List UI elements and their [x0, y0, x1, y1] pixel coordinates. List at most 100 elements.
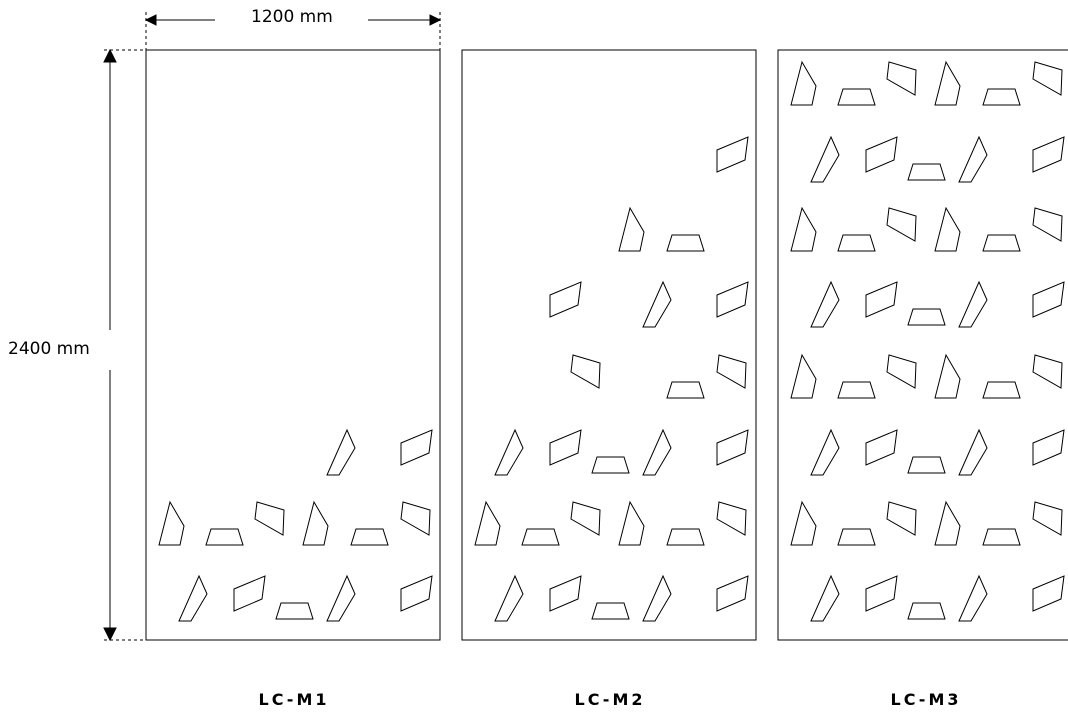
cutout-shape	[591, 602, 630, 620]
cutout-shape	[810, 280, 840, 328]
cutout-shape	[865, 136, 898, 173]
panel-2	[461, 49, 757, 641]
cutout-shape	[326, 574, 356, 622]
height-arrow-top	[103, 48, 117, 63]
cutout-shape	[549, 575, 582, 612]
cutout-shape	[326, 428, 356, 476]
panel-3	[777, 49, 1068, 641]
panel-outline-3	[777, 49, 1068, 641]
cutout-shape	[233, 575, 266, 612]
cutout-shape	[810, 574, 840, 622]
cutout-shape	[205, 528, 244, 546]
cutout-shape	[1032, 429, 1065, 466]
cutout-shape	[275, 602, 314, 620]
cutout-shape	[934, 206, 961, 252]
cutout-shape	[618, 206, 645, 252]
cutout-shape	[837, 88, 876, 106]
panel-outline-2	[461, 49, 757, 641]
cutout-shape	[400, 429, 433, 466]
cutout-shape	[837, 381, 876, 399]
cutout-shape	[642, 574, 672, 622]
cutout-shape	[254, 501, 285, 536]
cutout-shape	[474, 500, 501, 546]
cutout-shape	[1032, 61, 1063, 96]
cutout-shape	[810, 135, 840, 183]
cutout-shape	[716, 281, 749, 318]
cutout-shape	[1032, 207, 1063, 242]
panels-group	[145, 49, 1068, 641]
cutout-shape	[790, 60, 817, 106]
cutout-shape	[958, 280, 988, 328]
cutout-shape	[570, 501, 601, 536]
cutout-shape	[549, 281, 582, 318]
cutout-shape	[716, 575, 749, 612]
cutout-shape	[982, 88, 1021, 106]
panel-outline-1	[145, 49, 441, 641]
cutout-shape	[886, 501, 917, 536]
cutout-shape	[1032, 501, 1063, 536]
cutout-shape	[790, 500, 817, 546]
width-arrow-right	[429, 14, 442, 26]
cutout-shape	[494, 574, 524, 622]
cutout-shape	[958, 428, 988, 476]
cutout-shape	[982, 528, 1021, 546]
cutout-shape	[790, 206, 817, 252]
cutout-shape	[837, 234, 876, 252]
dimension-lines	[103, 12, 442, 642]
cutout-shape	[400, 575, 433, 612]
cutout-shape	[178, 574, 208, 622]
cutout-shape	[350, 528, 389, 546]
cutout-shape	[865, 429, 898, 466]
cutout-shape	[642, 280, 672, 328]
cutout-shape	[1032, 354, 1063, 389]
cutout-shape	[570, 354, 601, 389]
cutout-shape	[907, 602, 946, 620]
panel-label-lc-m2: LC-M2	[574, 690, 646, 709]
cutout-shape	[400, 501, 431, 536]
cutout-shape	[837, 528, 876, 546]
cutout-shape	[982, 381, 1021, 399]
cutout-shape	[302, 500, 329, 546]
cutout-shape	[790, 353, 817, 399]
cutout-shape	[886, 354, 917, 389]
cutout-shape	[618, 500, 645, 546]
cutout-shape	[549, 429, 582, 466]
panel-label-lc-m1: LC-M1	[258, 690, 330, 709]
cutout-shape	[907, 456, 946, 474]
height-arrow-bottom	[103, 627, 117, 642]
cutout-shape	[958, 135, 988, 183]
cutout-shape	[810, 428, 840, 476]
cutout-shape	[494, 428, 524, 476]
cutout-shape	[934, 500, 961, 546]
panel-label-lc-m3: LC-M3	[890, 690, 962, 709]
cutout-shape	[716, 354, 747, 389]
cutout-shape	[666, 528, 705, 546]
cutout-shape	[158, 500, 185, 546]
cutout-shape	[666, 381, 705, 399]
cutout-shape	[907, 163, 946, 181]
cutout-shape	[591, 456, 630, 474]
cutout-shape	[982, 234, 1021, 252]
cutout-shape	[716, 429, 749, 466]
cutout-shape	[934, 60, 961, 106]
cutout-shape	[907, 308, 946, 326]
width-arrow-left	[144, 14, 157, 26]
cutout-shape	[642, 428, 672, 476]
cutout-shape	[1032, 575, 1065, 612]
cutout-shape	[666, 234, 705, 252]
cutout-shape	[934, 353, 961, 399]
height-dimension-label: 2400 mm	[8, 339, 90, 359]
cutout-shape	[716, 501, 747, 536]
cutout-shape	[958, 574, 988, 622]
cutout-shape	[886, 207, 917, 242]
panel-1	[145, 49, 441, 641]
cutout-shape	[1032, 281, 1065, 318]
cutout-shape	[865, 281, 898, 318]
width-dimension-label: 1200 mm	[251, 7, 333, 27]
cutout-shape	[521, 528, 560, 546]
cutout-shape	[865, 575, 898, 612]
cutout-shape	[1032, 136, 1065, 173]
cutout-shape	[716, 136, 749, 173]
cutout-shape	[886, 61, 917, 96]
